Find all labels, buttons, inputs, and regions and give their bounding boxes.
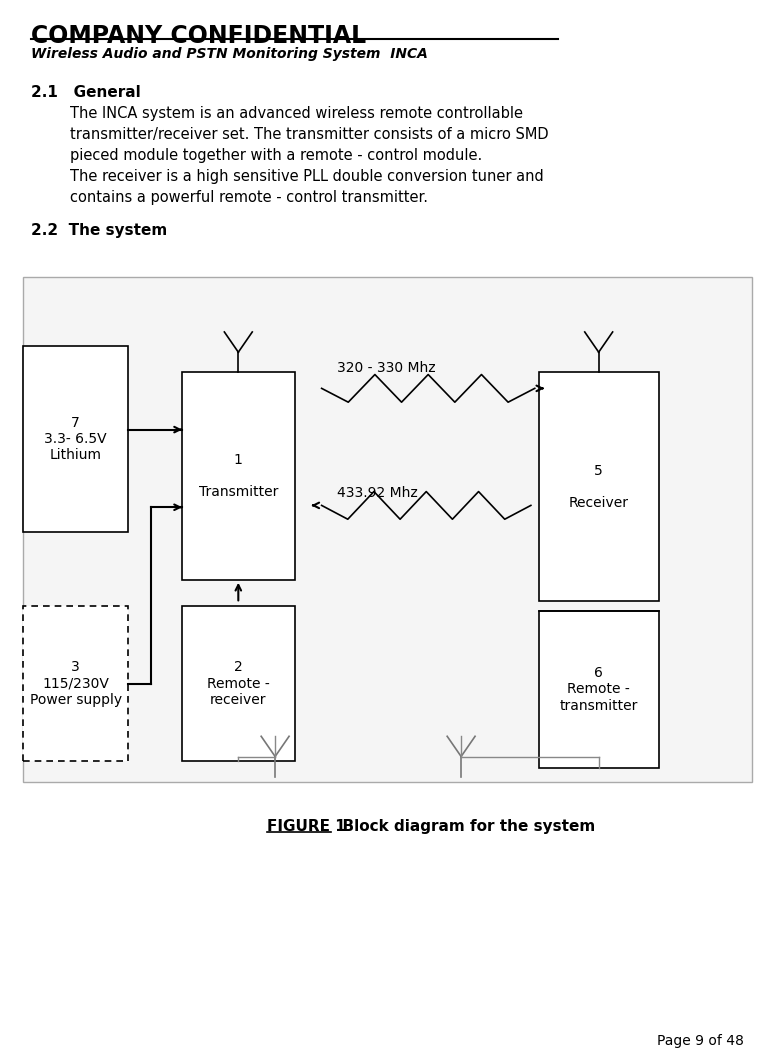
Text: 3
115/230V
Power supply: 3 115/230V Power supply [29,661,122,706]
FancyBboxPatch shape [23,277,752,782]
FancyBboxPatch shape [23,606,128,761]
Text: 1

Transmitter: 1 Transmitter [198,453,278,499]
FancyBboxPatch shape [182,372,294,580]
Text: COMPANY CONFIDENTIAL: COMPANY CONFIDENTIAL [31,24,366,49]
Text: FIGURE 1: FIGURE 1 [267,819,346,834]
FancyBboxPatch shape [182,606,294,761]
Text: 2.1   General: 2.1 General [31,85,141,100]
Text: Block diagram for the system: Block diagram for the system [332,819,595,834]
Text: 2
Remote -
receiver: 2 Remote - receiver [207,661,270,706]
Text: 433.92 Mhz: 433.92 Mhz [337,486,418,500]
Text: 7
3.3- 6.5V
Lithium: 7 3.3- 6.5V Lithium [44,416,107,462]
Text: The INCA system is an advanced wireless remote controllable
transmitter/receiver: The INCA system is an advanced wireless … [70,106,549,205]
Text: Page 9 of 48: Page 9 of 48 [657,1034,744,1048]
FancyBboxPatch shape [539,372,659,601]
Text: 5

Receiver: 5 Receiver [569,464,629,510]
Text: Wireless Audio and PSTN Monitoring System  INCA: Wireless Audio and PSTN Monitoring Syste… [31,47,428,61]
Text: 6
Remote -
transmitter: 6 Remote - transmitter [560,666,638,713]
FancyBboxPatch shape [23,346,128,532]
Text: 320 - 330 Mhz: 320 - 330 Mhz [337,361,436,375]
FancyBboxPatch shape [539,611,659,768]
Text: 2.2  The system: 2.2 The system [31,223,167,238]
